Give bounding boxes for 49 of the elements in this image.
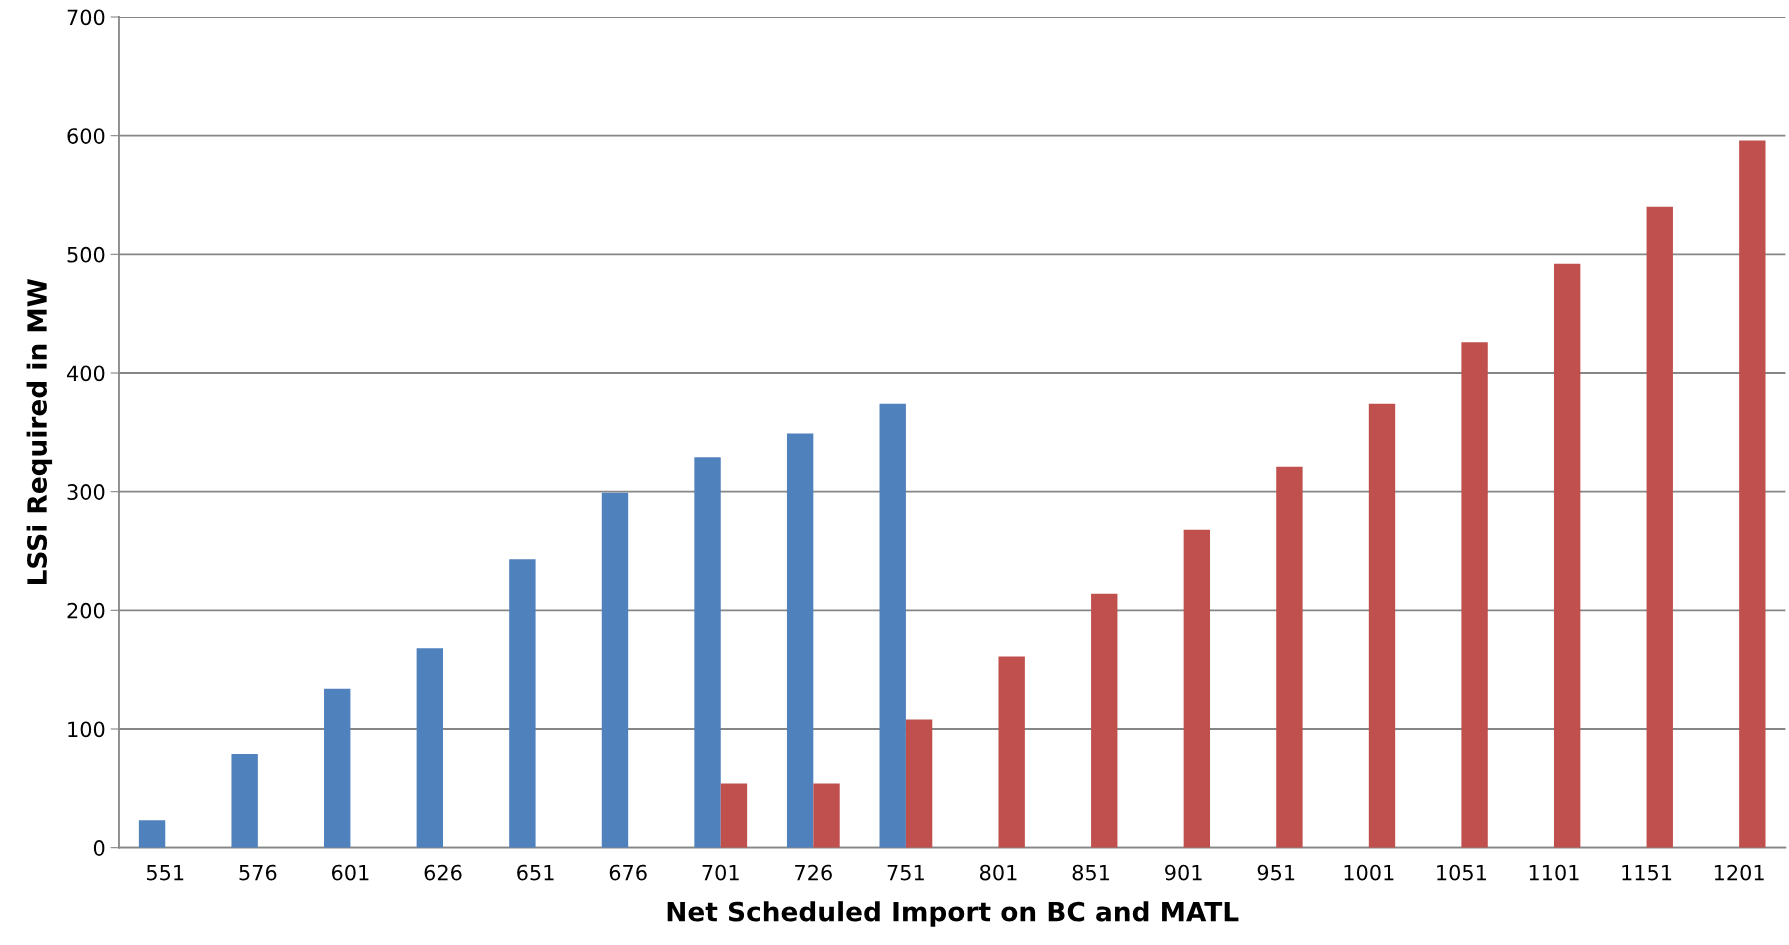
bar — [1553, 263, 1581, 848]
bar — [1368, 403, 1396, 848]
x-tick-label: 651 — [517, 864, 554, 881]
x-tick-label: 751 — [887, 864, 924, 881]
x-tick-label: 676 — [609, 864, 647, 881]
x-tick-label: 801 — [980, 864, 1017, 881]
y-tick-label: 700 — [67, 9, 105, 26]
y-tick-label: 600 — [67, 128, 105, 144]
y-axis-title: LSSi Required in MW — [26, 279, 53, 584]
bar — [416, 648, 443, 848]
bar — [601, 492, 629, 848]
bar — [509, 559, 536, 848]
x-tick-label: 551 — [146, 864, 184, 881]
x-tick-label: 901 — [1165, 864, 1202, 881]
x-tick-label: 1151 — [1622, 864, 1672, 881]
x-tick-label: 626 — [424, 864, 462, 881]
bar — [1183, 529, 1211, 848]
x-tick-label: 851 — [1072, 864, 1110, 881]
bar — [813, 783, 840, 848]
y-tick-label: 0 — [93, 840, 105, 856]
y-tick-label: 500 — [67, 246, 105, 263]
y-tick-label: 100 — [68, 721, 105, 738]
x-tick-label: 1051 — [1437, 864, 1486, 881]
x-tick-label: 726 — [795, 864, 832, 881]
bar — [998, 656, 1025, 848]
bar — [694, 457, 721, 848]
x-tick-label: 576 — [239, 864, 277, 881]
x-axis-title: Net Scheduled Import on BC and MATL — [667, 901, 1239, 927]
bar — [879, 403, 906, 848]
x-tick-label: 951 — [1257, 864, 1295, 881]
bar — [720, 783, 748, 848]
bar — [786, 433, 814, 848]
bar — [231, 753, 258, 848]
bar — [1739, 140, 1766, 848]
x-tick-label: 1001 — [1344, 864, 1394, 881]
bar — [324, 688, 351, 848]
bar — [1276, 466, 1303, 848]
bar — [1461, 342, 1488, 848]
bar — [1646, 206, 1673, 848]
y-tick-label: 400 — [67, 365, 105, 382]
bar — [138, 820, 166, 848]
x-tick-label: 1201 — [1714, 864, 1764, 881]
x-tick-label: 1101 — [1529, 864, 1579, 881]
x-tick-label: 701 — [702, 864, 739, 881]
y-tick-label: 200 — [67, 602, 105, 619]
bar — [1091, 593, 1118, 848]
y-tick-label: 300 — [67, 484, 105, 500]
bar — [905, 719, 933, 848]
x-tick-label: 601 — [331, 864, 369, 881]
